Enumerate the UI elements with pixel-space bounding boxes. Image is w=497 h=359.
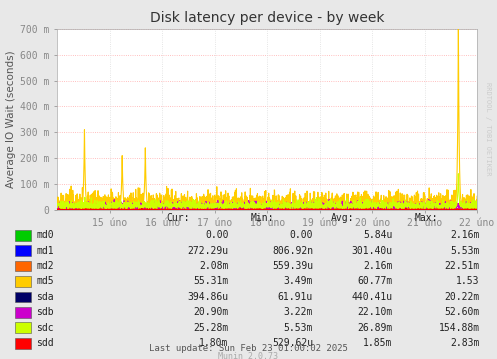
Text: RRDTOOL / TOBI OETIKER: RRDTOOL / TOBI OETIKER bbox=[485, 83, 491, 176]
Text: md5: md5 bbox=[36, 276, 54, 286]
Text: Min:: Min: bbox=[251, 213, 274, 223]
Text: 1.53: 1.53 bbox=[456, 276, 480, 286]
Text: 440.41u: 440.41u bbox=[351, 292, 393, 302]
Text: sdb: sdb bbox=[36, 307, 54, 317]
Text: 559.39u: 559.39u bbox=[272, 261, 313, 271]
Text: Munin 2.0.73: Munin 2.0.73 bbox=[219, 351, 278, 359]
Text: md2: md2 bbox=[36, 261, 54, 271]
Text: sdd: sdd bbox=[36, 338, 54, 348]
Text: 806.92n: 806.92n bbox=[272, 246, 313, 256]
Text: md1: md1 bbox=[36, 246, 54, 256]
Text: 272.29u: 272.29u bbox=[187, 246, 229, 256]
Text: Cur:: Cur: bbox=[166, 213, 190, 223]
Text: 0.00: 0.00 bbox=[290, 230, 313, 240]
Text: 1.85m: 1.85m bbox=[363, 338, 393, 348]
Text: 61.91u: 61.91u bbox=[278, 292, 313, 302]
Text: 25.28m: 25.28m bbox=[193, 323, 229, 333]
Text: 5.84u: 5.84u bbox=[363, 230, 393, 240]
Text: 2.83m: 2.83m bbox=[450, 338, 480, 348]
Text: 20.22m: 20.22m bbox=[444, 292, 480, 302]
Text: sda: sda bbox=[36, 292, 54, 302]
Text: 22.10m: 22.10m bbox=[357, 307, 393, 317]
Text: 5.53m: 5.53m bbox=[284, 323, 313, 333]
Text: 529.62u: 529.62u bbox=[272, 338, 313, 348]
Title: Disk latency per device - by week: Disk latency per device - by week bbox=[150, 11, 384, 25]
Text: 2.16m: 2.16m bbox=[450, 230, 480, 240]
Text: 2.16m: 2.16m bbox=[363, 261, 393, 271]
Text: 394.86u: 394.86u bbox=[187, 292, 229, 302]
Text: 55.31m: 55.31m bbox=[193, 276, 229, 286]
Text: 5.53m: 5.53m bbox=[450, 246, 480, 256]
Text: Max:: Max: bbox=[415, 213, 438, 223]
Text: 22.51m: 22.51m bbox=[444, 261, 480, 271]
Text: 60.77m: 60.77m bbox=[357, 276, 393, 286]
Text: 1.80m: 1.80m bbox=[199, 338, 229, 348]
Text: Avg:: Avg: bbox=[331, 213, 354, 223]
Text: sdc: sdc bbox=[36, 323, 54, 333]
Text: 52.60m: 52.60m bbox=[444, 307, 480, 317]
Text: 26.89m: 26.89m bbox=[357, 323, 393, 333]
Text: 301.40u: 301.40u bbox=[351, 246, 393, 256]
Text: 154.88m: 154.88m bbox=[438, 323, 480, 333]
Text: 3.49m: 3.49m bbox=[284, 276, 313, 286]
Text: Last update: Sun Feb 23 01:00:02 2025: Last update: Sun Feb 23 01:00:02 2025 bbox=[149, 344, 348, 354]
Text: 3.22m: 3.22m bbox=[284, 307, 313, 317]
Y-axis label: Average IO Wait (seconds): Average IO Wait (seconds) bbox=[6, 51, 16, 188]
Text: 20.90m: 20.90m bbox=[193, 307, 229, 317]
Text: 2.08m: 2.08m bbox=[199, 261, 229, 271]
Text: 0.00: 0.00 bbox=[205, 230, 229, 240]
Text: md0: md0 bbox=[36, 230, 54, 240]
